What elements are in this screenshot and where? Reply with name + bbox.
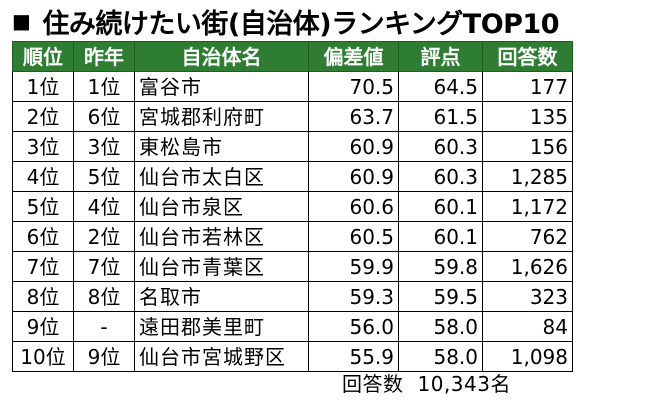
- table-row: 1位 1位 富谷市 70.5 64.5 177: [12, 71, 573, 102]
- cell-score: 60.3: [398, 161, 483, 192]
- table-row: 9位 - 遠田郡美里町 56.0 58.0 84: [12, 311, 573, 342]
- cell-deviation: 60.5: [308, 221, 399, 252]
- cell-rank: 2位: [12, 101, 74, 132]
- cell-rank: 5位: [12, 191, 74, 222]
- cell-last-year: 9位: [73, 341, 135, 372]
- cell-last-year: -: [73, 311, 135, 342]
- cell-last-year: 6位: [73, 101, 135, 132]
- cell-responses: 84: [482, 311, 573, 342]
- cell-deviation: 59.3: [308, 281, 399, 312]
- square-bullet-icon: ■: [12, 9, 31, 33]
- cell-responses: 323: [482, 281, 573, 312]
- title-text: 住み続けたい街(自治体)ランキングTOP10: [42, 8, 560, 40]
- cell-last-year: 4位: [73, 191, 135, 222]
- cell-municipality: 富谷市: [134, 71, 309, 102]
- cell-rank: 4位: [12, 161, 74, 192]
- cell-deviation: 60.6: [308, 191, 399, 222]
- cell-responses: 1,172: [482, 191, 573, 222]
- cell-municipality: 仙台市若林区: [134, 221, 309, 252]
- cell-municipality: 名取市: [134, 281, 309, 312]
- cell-responses: 1,626: [482, 251, 573, 282]
- total-responses-count: 10,343名: [417, 372, 511, 396]
- cell-score: 64.5: [398, 71, 483, 102]
- cell-rank: 1位: [12, 71, 74, 102]
- cell-rank: 9位: [12, 311, 74, 342]
- cell-last-year: 7位: [73, 251, 135, 282]
- cell-score: 61.5: [398, 101, 483, 132]
- cell-deviation: 63.7: [308, 101, 399, 132]
- header-municipality: 自治体名: [134, 41, 309, 72]
- cell-last-year: 8位: [73, 281, 135, 312]
- cell-responses: 1,285: [482, 161, 573, 192]
- table-row: 6位 2位 仙台市若林区 60.5 60.1 762: [12, 221, 573, 252]
- header-rank: 順位: [12, 41, 74, 72]
- table-row: 8位 8位 名取市 59.3 59.5 323: [12, 281, 573, 312]
- table-row: 4位 5位 仙台市太白区 60.9 60.3 1,285: [12, 161, 573, 192]
- cell-responses: 1,098: [482, 341, 573, 372]
- cell-deviation: 60.9: [308, 161, 399, 192]
- cell-score: 59.5: [398, 281, 483, 312]
- page-title: ■ 住み続けたい街(自治体)ランキングTOP10: [12, 4, 560, 40]
- cell-rank: 7位: [12, 251, 74, 282]
- table-row: 5位 4位 仙台市泉区 60.6 60.1 1,172: [12, 191, 573, 222]
- total-responses-label: 回答数: [342, 372, 404, 396]
- cell-municipality: 仙台市宮城野区: [134, 341, 309, 372]
- cell-score: 58.0: [398, 341, 483, 372]
- cell-municipality: 仙台市太白区: [134, 161, 309, 192]
- table-row: 10位 9位 仙台市宮城野区 55.9 58.0 1,098: [12, 341, 573, 372]
- cell-last-year: 3位: [73, 131, 135, 162]
- cell-score: 59.8: [398, 251, 483, 282]
- header-deviation: 偏差値: [308, 41, 399, 72]
- cell-deviation: 55.9: [308, 341, 399, 372]
- cell-rank: 6位: [12, 221, 74, 252]
- table-row: 3位 3位 東松島市 60.9 60.3 156: [12, 131, 573, 162]
- cell-deviation: 60.9: [308, 131, 399, 162]
- cell-rank: 3位: [12, 131, 74, 162]
- cell-responses: 135: [482, 101, 573, 132]
- cell-municipality: 遠田郡美里町: [134, 311, 309, 342]
- ranking-table: 順位 昨年 自治体名 偏差値 評点 回答数 1位 1位 富谷市 70.5 64.…: [12, 41, 573, 372]
- header-responses: 回答数: [482, 41, 573, 72]
- cell-responses: 177: [482, 71, 573, 102]
- cell-municipality: 仙台市青葉区: [134, 251, 309, 282]
- cell-rank: 10位: [12, 341, 74, 372]
- cell-last-year: 2位: [73, 221, 135, 252]
- cell-deviation: 56.0: [308, 311, 399, 342]
- cell-municipality: 仙台市泉区: [134, 191, 309, 222]
- cell-score: 60.1: [398, 191, 483, 222]
- cell-rank: 8位: [12, 281, 74, 312]
- cell-last-year: 5位: [73, 161, 135, 192]
- cell-deviation: 70.5: [308, 71, 399, 102]
- cell-responses: 762: [482, 221, 573, 252]
- header-last-year: 昨年: [73, 41, 135, 72]
- table-header-row: 順位 昨年 自治体名 偏差値 評点 回答数: [12, 41, 573, 72]
- table-row: 2位 6位 宮城郡利府町 63.7 61.5 135: [12, 101, 573, 132]
- cell-deviation: 59.9: [308, 251, 399, 282]
- header-score: 評点: [398, 41, 483, 72]
- cell-score: 58.0: [398, 311, 483, 342]
- table-row: 7位 7位 仙台市青葉区 59.9 59.8 1,626: [12, 251, 573, 282]
- cell-score: 60.1: [398, 221, 483, 252]
- cell-responses: 156: [482, 131, 573, 162]
- cell-municipality: 宮城郡利府町: [134, 101, 309, 132]
- cell-municipality: 東松島市: [134, 131, 309, 162]
- cell-last-year: 1位: [73, 71, 135, 102]
- cell-score: 60.3: [398, 131, 483, 162]
- total-responses: 回答数 10,343名: [342, 368, 511, 397]
